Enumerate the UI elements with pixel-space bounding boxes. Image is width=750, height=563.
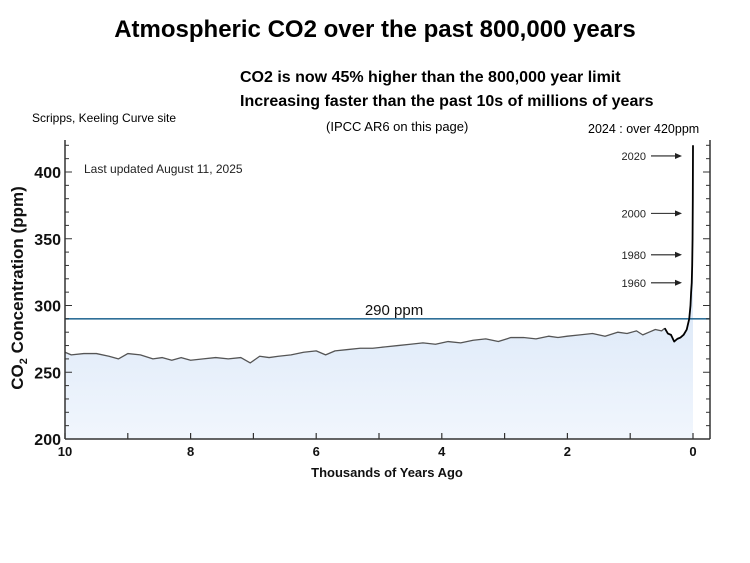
subtitle-line-2: Increasing faster than the past 10s of m… — [240, 93, 654, 110]
year-marker-label: 2000 — [622, 208, 646, 220]
chart-main-title: Atmospheric CO2 over the past 800,000 ye… — [114, 16, 636, 43]
year-marker-label: 1960 — [622, 278, 646, 290]
y-axis-title: CO2 Concentration (ppm) — [8, 186, 30, 390]
x-tick-label: 4 — [438, 444, 446, 459]
last-updated-annotation: Last updated August 11, 2025 — [84, 162, 243, 176]
arrow-right-icon — [675, 152, 682, 159]
arrow-right-icon — [675, 210, 682, 217]
x-tick-label: 0 — [689, 444, 696, 459]
y-tick-label: 400 — [34, 165, 61, 182]
reference-line-label: 290 ppm — [365, 302, 423, 319]
x-tick-label: 2 — [564, 444, 571, 459]
y-tick-label: 200 — [34, 432, 61, 449]
x-tick-label: 6 — [313, 444, 320, 459]
y-tick-label: 350 — [34, 232, 61, 249]
y-axis-title-prefix: CO — [8, 364, 27, 390]
source-label: Scripps, Keeling Curve site — [32, 111, 177, 125]
y-tick-label: 250 — [34, 365, 61, 382]
x-axis-title: Thousands of Years Ago — [311, 465, 463, 480]
arrow-right-icon — [675, 279, 682, 286]
co2-area-fill — [65, 145, 693, 440]
x-tick-label: 8 — [187, 444, 194, 459]
y-axis-title-suffix: Concentration (ppm) — [8, 186, 27, 358]
subtitle-source-note: (IPCC AR6 on this page) — [326, 119, 469, 134]
subtitle-line-1: CO2 is now 45% higher than the 800,000 y… — [240, 69, 621, 86]
year-marker-label: 2020 — [622, 151, 646, 163]
co2-series-line — [64, 327, 666, 364]
arrow-right-icon — [675, 251, 682, 258]
y-tick-label: 300 — [34, 299, 61, 316]
latest-value-note: 2024 : over 420ppm — [588, 122, 700, 136]
co2-series-line-recent — [663, 145, 694, 343]
x-tick-label: 10 — [58, 444, 72, 459]
year-marker-label: 1980 — [622, 250, 646, 262]
y-axis-title-subscript: 2 — [18, 358, 30, 364]
